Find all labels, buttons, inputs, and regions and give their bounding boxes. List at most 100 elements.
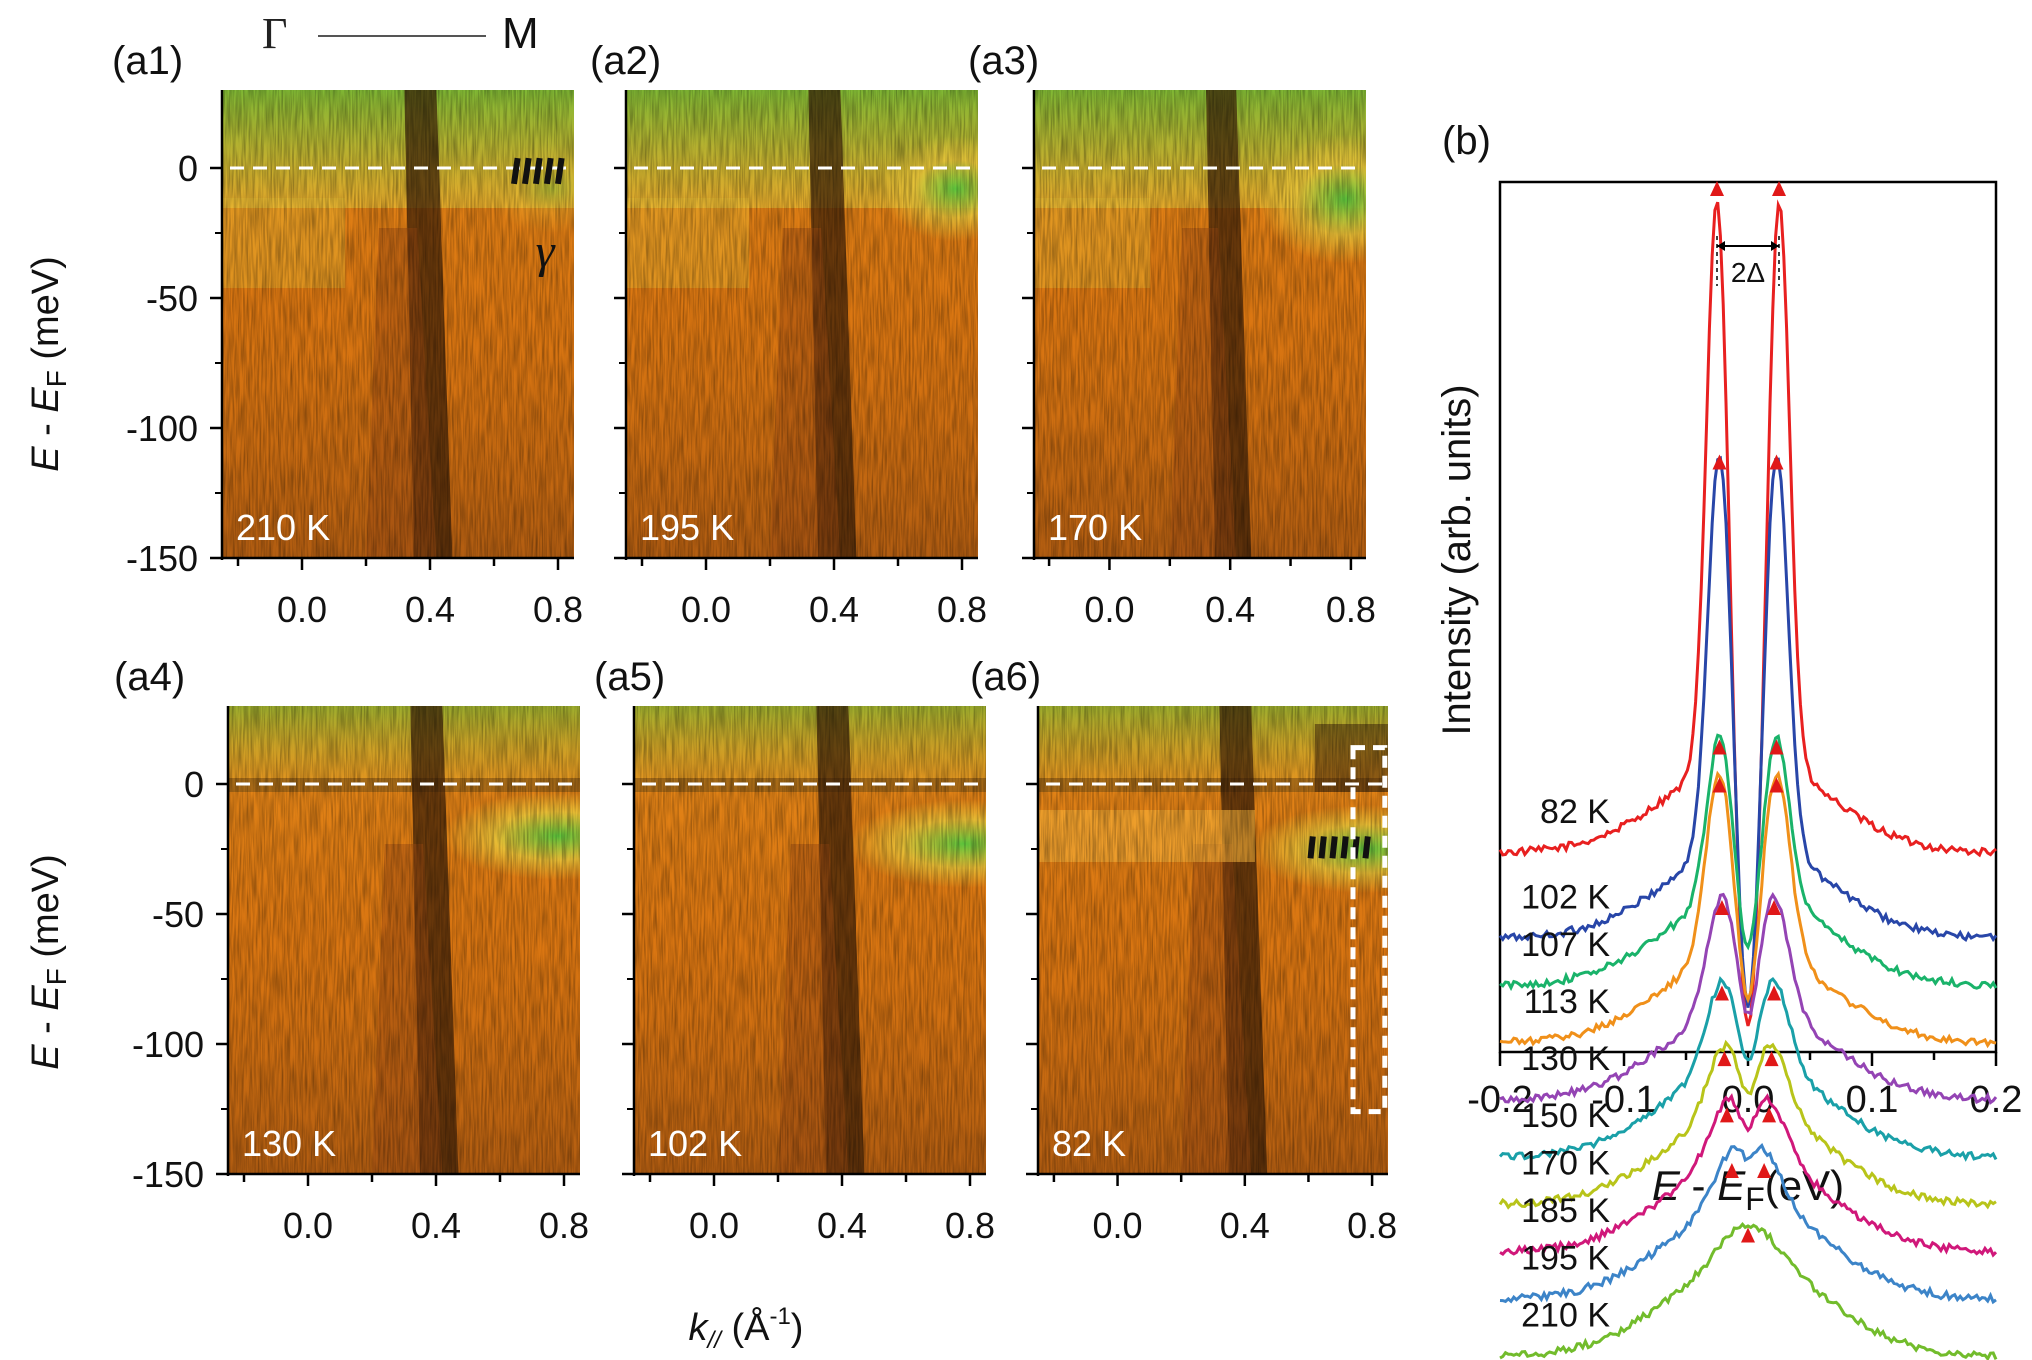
heatmap-panel: 0.0 0.4 0.8 170 K (a3) bbox=[968, 39, 1376, 630]
peak-marker bbox=[1772, 181, 1786, 197]
x-tick-label: 0.4 bbox=[411, 1205, 461, 1246]
edc-temperature-label: 150 K bbox=[1521, 1097, 1610, 1135]
ylabel-e2: E bbox=[25, 985, 67, 1011]
y-tick-label: 0 bbox=[184, 764, 204, 805]
edc-curve bbox=[1498, 1039, 1997, 1210]
edc-curve bbox=[1499, 1093, 1998, 1258]
edc-ylabel: Intensity (arb. units) bbox=[1435, 384, 1479, 735]
svg-text:E - EF (meV): E - EF (meV) bbox=[25, 854, 72, 1070]
heatmap-image bbox=[626, 90, 978, 558]
edc-curve bbox=[1498, 455, 1998, 1008]
heatmap-panel: 0.0 0.4 0.8 82 K (a6) bbox=[970, 655, 1397, 1246]
x-tick-label: 0.4 bbox=[1205, 589, 1255, 630]
peak-marker bbox=[1714, 985, 1729, 1001]
peak-marker bbox=[1714, 900, 1729, 916]
x-tick-label: 0.4 bbox=[809, 589, 859, 630]
heatmap-panel: 0.0 0.4 0.8 102 K (a5) bbox=[594, 655, 995, 1246]
peak-marker bbox=[1719, 1107, 1734, 1123]
peak-marker bbox=[1741, 1227, 1755, 1243]
ylabel-dash: - bbox=[25, 413, 67, 447]
temperature-label: 102 K bbox=[648, 1123, 742, 1164]
ylabel-e: E bbox=[25, 1044, 67, 1070]
heatmap-image bbox=[222, 90, 574, 558]
temperature-label: 82 K bbox=[1052, 1123, 1126, 1164]
panel-label: (a5) bbox=[594, 655, 665, 699]
x-tick-label: 0.8 bbox=[1326, 589, 1376, 630]
x-tick-label: 0.0 bbox=[277, 589, 327, 630]
y-tick-label: -150 bbox=[132, 1154, 204, 1195]
heatmap-ylabel-bottom: E - EF (meV) bbox=[25, 854, 72, 1070]
x-tick-label: 0.0 bbox=[689, 1205, 739, 1246]
gap-edge-marker bbox=[1362, 836, 1371, 859]
x-tick-label: 0.8 bbox=[539, 1205, 589, 1246]
heatmap-image bbox=[228, 706, 580, 1174]
x-tick-label: 0.0 bbox=[283, 1205, 333, 1246]
edc-curve bbox=[1498, 975, 1998, 1162]
edc-temperature-label: 185 K bbox=[1521, 1192, 1610, 1230]
heatmap-panel: γ 0 -50 -100 -150 0.0 0.4 0.8 210 K (a1) bbox=[112, 39, 583, 630]
temperature-label: 130 K bbox=[242, 1123, 336, 1164]
edc-frame bbox=[1498, 180, 1998, 1054]
y-tick-label: -50 bbox=[152, 894, 204, 935]
gap-edge-marker bbox=[1329, 836, 1338, 859]
x-tick-label: 0.1 bbox=[1846, 1079, 1899, 1121]
ylabel-dash: - bbox=[25, 1011, 67, 1045]
peak-marker bbox=[1764, 1051, 1779, 1067]
noise-grain bbox=[222, 90, 574, 558]
ylabel-unit: (meV) bbox=[25, 256, 67, 370]
heatmap-image bbox=[1038, 706, 1388, 1174]
panel-label: (a6) bbox=[970, 655, 1041, 699]
panel-label: (b) bbox=[1442, 119, 1491, 163]
x-tick-label: 0.8 bbox=[1347, 1205, 1397, 1246]
heatmap-image bbox=[1034, 90, 1366, 558]
edc-xlabel: E - EF(eV) bbox=[1652, 1162, 1844, 1217]
edc-temperature-label: 102 K bbox=[1521, 878, 1610, 916]
svg-text:E - EF (meV): E - EF (meV) bbox=[25, 256, 72, 472]
x-tick-label: 0.4 bbox=[405, 589, 455, 630]
xlabel-sub: F bbox=[1745, 1181, 1765, 1217]
x-tick-label: 0.2 bbox=[1970, 1079, 2023, 1121]
heatmap-panel: 0 -50 -100 -150 0.0 0.4 0.8 130 K (a4) bbox=[114, 655, 589, 1246]
panel-label: (a4) bbox=[114, 655, 185, 699]
gap-edge-marker bbox=[1318, 836, 1327, 859]
gamma-band-marker bbox=[511, 157, 521, 185]
m-point-symbol: M bbox=[502, 9, 539, 58]
temperature-label: 195 K bbox=[640, 507, 734, 548]
peak-marker bbox=[1769, 777, 1784, 793]
edc-curve bbox=[1499, 1221, 1998, 1360]
heatmap-panel: 0.0 0.4 0.8 195 K (a2) bbox=[590, 39, 987, 630]
peak-marker bbox=[1769, 739, 1784, 755]
x-tick-label: 0.0 bbox=[1084, 589, 1134, 630]
y-tick-label: -100 bbox=[132, 1024, 204, 1065]
y-tick-label: -100 bbox=[126, 408, 198, 449]
heatmap-xlabel: k// (Å-1) bbox=[689, 1303, 804, 1354]
xlabel-k: k bbox=[689, 1307, 710, 1349]
peak-marker bbox=[1757, 1162, 1772, 1178]
gamma-band-marker bbox=[533, 157, 543, 185]
edc-curve bbox=[1499, 1142, 1997, 1305]
peak-marker bbox=[1712, 777, 1727, 793]
ylabel-unit: (meV) bbox=[25, 854, 67, 968]
xlabel-unit: (Å bbox=[721, 1305, 770, 1349]
edc-panel: (b)-0.2 -0.1 0.0 0.1 0.2E - EF(eV)Intensity … bbox=[1435, 119, 2023, 1360]
x-tick-label: 0.4 bbox=[1220, 1205, 1270, 1246]
gamma-band-label: γ bbox=[536, 225, 556, 278]
edc-temperature-label: 113 K bbox=[1524, 983, 1611, 1021]
noise-grain bbox=[1038, 706, 1388, 1174]
edc-temperature-label: 210 K bbox=[1521, 1296, 1610, 1334]
x-tick-label: 0.0 bbox=[1093, 1205, 1143, 1246]
noise-grain bbox=[1034, 90, 1366, 558]
peak-marker bbox=[1767, 985, 1782, 1001]
peak-marker bbox=[1762, 1107, 1777, 1123]
ylabel-e2: E bbox=[25, 387, 67, 413]
gap-arrowhead bbox=[1771, 241, 1779, 251]
ylabel-sub: F bbox=[41, 968, 72, 985]
x-tick-label: 0.0 bbox=[681, 589, 731, 630]
gap-arrowhead bbox=[1717, 241, 1725, 251]
gap-edge-marker bbox=[1340, 836, 1349, 859]
x-tick-label: 0.8 bbox=[937, 589, 987, 630]
peak-marker bbox=[1717, 1051, 1732, 1067]
edc-curve bbox=[1499, 733, 1998, 992]
gamma-m-header: Γ M bbox=[262, 9, 539, 58]
